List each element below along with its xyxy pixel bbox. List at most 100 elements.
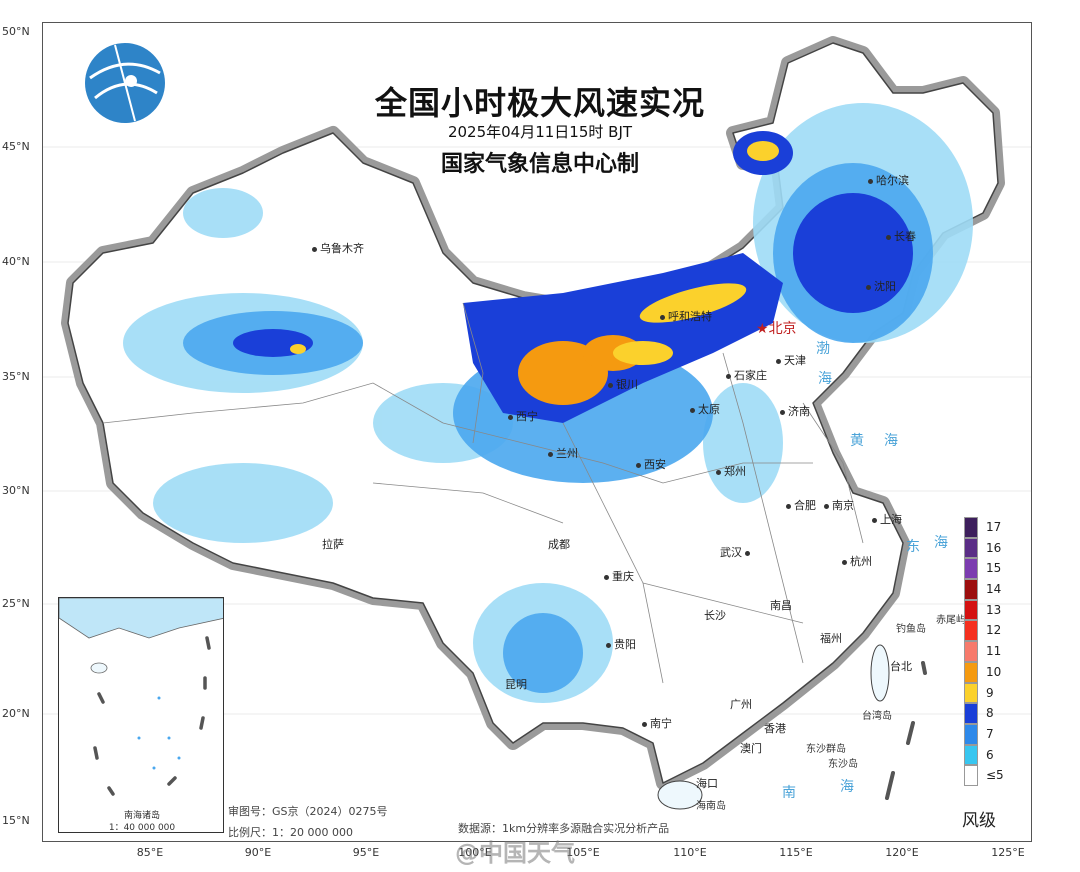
city-dot-icon [866,284,871,290]
sea-label: 海 [934,535,948,551]
city-dot-icon [660,314,665,320]
city-label: 海口 [696,777,718,790]
inset-scale: 1：40 000 000 [108,823,176,833]
city-label: 福州 [820,632,842,645]
legend-swatch [964,558,978,580]
city-dot-icon [608,382,613,388]
city-label: 澳门 [740,742,762,755]
city-dot-icon [872,517,877,523]
city-label: 昆明 [505,678,527,691]
lon-label: 85°E [136,846,164,859]
island-label: 台湾岛 [862,711,892,722]
city-label: 银川 [608,376,638,392]
map-review-number: 审图号：GS京（2024）0275号 [228,805,388,818]
legend-swatch [964,537,978,559]
legend-label: 12 [986,623,1002,638]
lon-label: 110°E [673,846,707,859]
lon-label: 115°E [779,846,813,859]
sea-label: 渤 [816,341,830,357]
city-label: 拉萨 [322,538,344,551]
city-dot-icon [786,503,791,509]
lat-label: 35°N [2,370,30,383]
city-label: 郑州 [716,463,746,479]
sea-label: 东 [906,539,920,555]
city-label: 上海 [872,511,902,527]
city-label: 广州 [730,698,752,711]
legend-swatch [964,599,978,621]
city-label: 兰州 [548,445,578,461]
city-label: 南昌 [770,599,792,612]
sea-label: 南 [782,785,796,801]
city-dot-icon [824,503,829,509]
legend-label: 15 [986,561,1002,576]
data-source: 数据源：1km分辨率多源融合实况分析产品 [458,822,670,835]
lon-label: 125°E [991,846,1025,859]
city-label: 杭州 [842,553,872,569]
legend-swatch [964,744,978,766]
city-dot-icon [606,642,611,648]
lat-label: 45°N [2,140,30,153]
lon-label: 120°E [885,846,919,859]
legend-swatch [964,703,978,724]
city-dot-icon [726,373,731,379]
legend-label: 13 [986,602,1002,617]
lon-label: 105°E [566,846,600,859]
south-china-sea-inset: 南海诸岛 1：40 000 000 [58,597,224,833]
city-dot-icon [642,721,647,727]
star-icon: ★ [756,321,769,337]
city-dot-icon [780,409,785,415]
city-dot-icon [548,451,553,457]
watermark: @中国天气 [455,839,575,867]
city-label: 长沙 [704,609,726,622]
legend-swatch [964,661,978,683]
legend-swatch [964,579,978,600]
city-label: 西宁 [508,408,538,424]
legend-swatch [964,723,978,745]
city-label: 重庆 [604,568,634,584]
city-label: 合肥 [786,497,816,513]
legend-swatch [964,517,978,538]
legend-label: 17 [986,520,1002,534]
legend-title: 风级 [962,811,996,831]
city-label: 南京 [824,497,854,513]
china-map [43,36,1031,810]
legend-label: 7 [986,726,994,741]
sea-label: 海 [818,371,832,387]
city-label: 济南 [780,403,810,419]
lat-label: 50°N [2,25,30,38]
legend-swatch [964,620,978,642]
sea-label: 海 [840,779,854,795]
legend-label: 10 [986,664,1002,679]
taiwan-shape [870,644,890,702]
island-label: 海南岛 [696,801,726,812]
city-label: 香港 [764,722,786,735]
city-dot-icon [716,469,721,475]
legend-label: 8 [986,706,994,721]
hainan-shape [657,780,703,810]
lat-label: 20°N [2,707,30,720]
province-boundaries [102,302,864,684]
island-label: 钓鱼岛 [896,624,926,635]
legend-label: 11 [986,644,1002,659]
lat-label: 30°N [2,484,30,497]
map-subtitle: 2025年04月11日15时 BJT [447,123,633,141]
city-label: 太原 [690,401,720,417]
city-dot-icon [690,407,695,413]
city-dot-icon [508,414,513,420]
legend-label: 16 [986,540,1002,555]
lon-label: 90°E [244,846,272,859]
legend-label: 14 [986,582,1002,597]
island-label: 赤尾屿 [936,615,966,626]
lat-label: 15°N [2,814,30,827]
boundary-dashes [885,661,927,800]
city-label: 哈尔滨 [868,172,909,188]
lon-label: 100°E [458,846,492,859]
sea-label: 海 [884,433,898,449]
map-issuer: 国家气象信息中心制 [440,152,639,177]
city-label: 贵阳 [606,636,636,652]
cma-logo [85,43,165,123]
island-label: 东沙群岛 [806,744,846,755]
map-frame [42,22,1032,842]
map-title: 全国小时极大风速实况 [374,84,705,122]
city-label: 沈阳 [866,278,896,294]
